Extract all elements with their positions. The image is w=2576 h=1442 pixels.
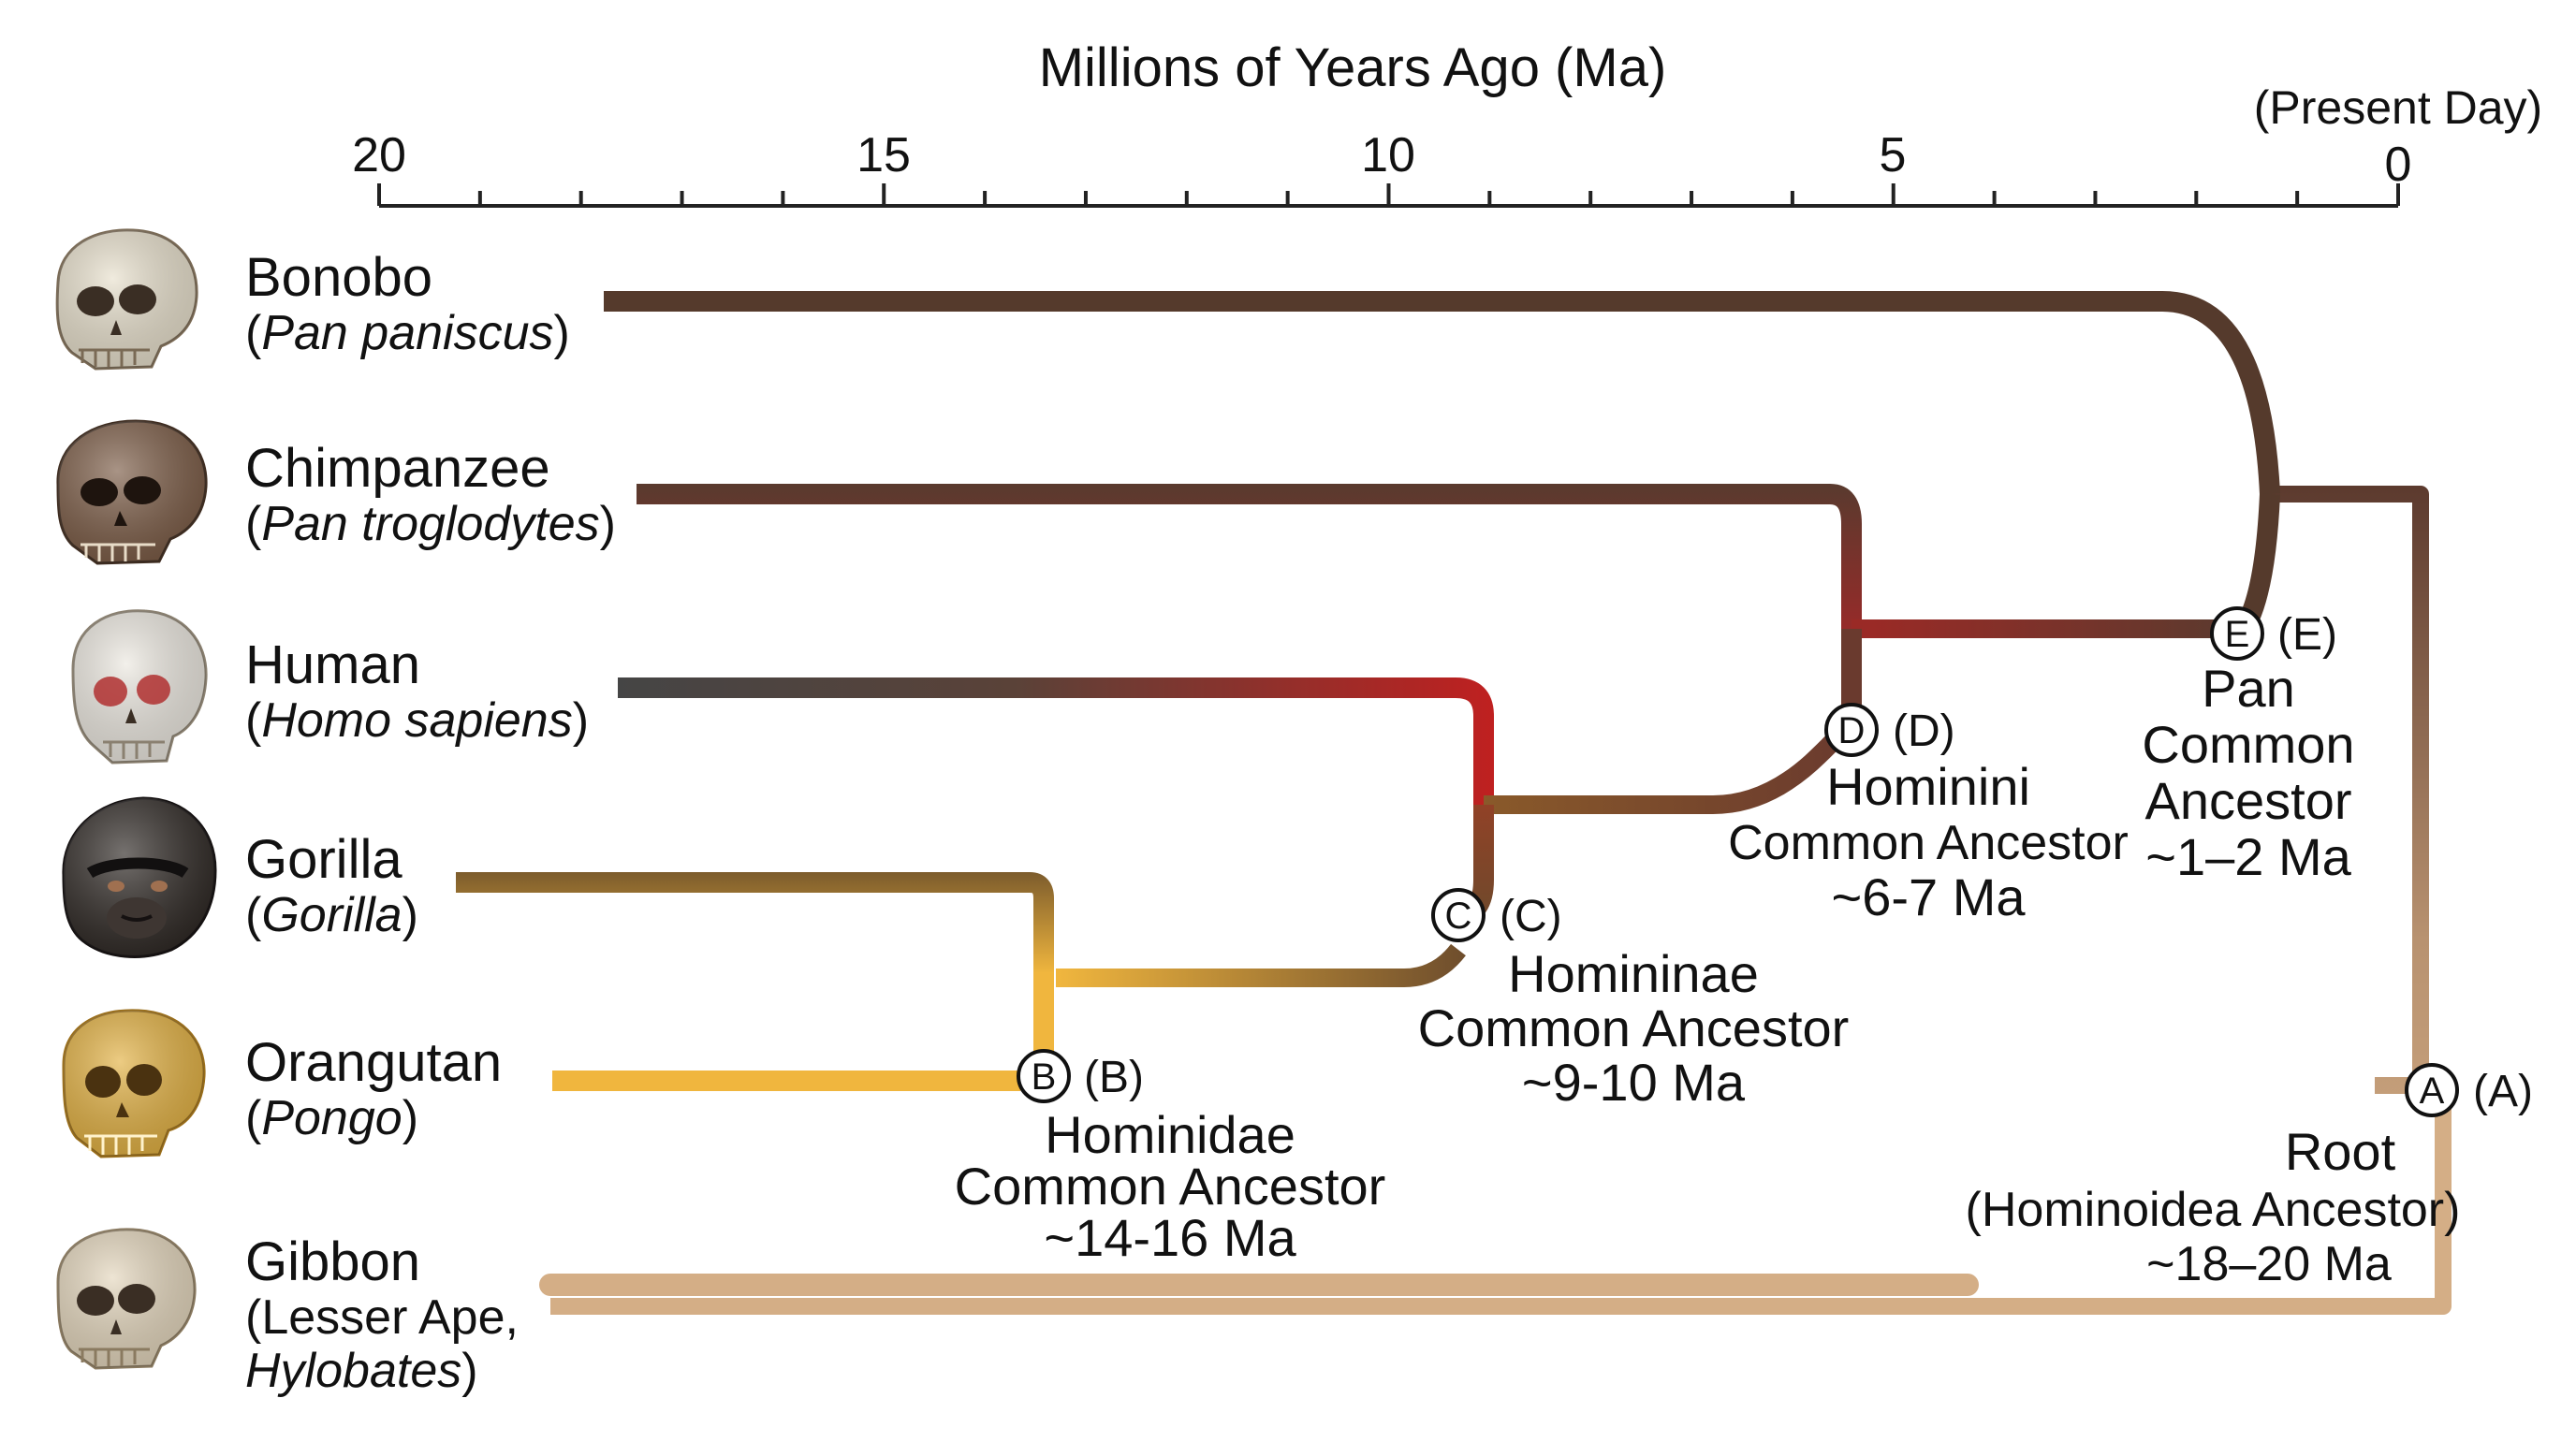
branch-chimpanzee [637, 484, 1862, 629]
species-chimpanzee-common: Chimpanzee [245, 438, 550, 499]
node-a-paren: (A) [2473, 1067, 2533, 1116]
node-e-title: Pan [2202, 659, 2295, 718]
branch-b-to-c [1056, 943, 1466, 987]
tick-label-0: 0 [2385, 138, 2412, 192]
node-c-paren: (C) [1500, 892, 1562, 941]
node-a-line3: ~18–20 Ma [2146, 1237, 2392, 1291]
node-d-line2: Common Ancestor [1728, 816, 2129, 870]
node-e-letter: E [2225, 614, 2250, 655]
species-gorilla-common: Gorilla [245, 829, 402, 890]
node-c-circle [1431, 888, 1486, 942]
node-e-circle [2210, 606, 2264, 661]
tick-label-10: 10 [1361, 128, 1415, 182]
node-c-line2: Common Ancestor [1418, 998, 1850, 1057]
species-labels: Bonobo (Pan paniscus) Chimpanzee (Pan tr… [245, 247, 616, 1398]
node-d-line3: ~6-7 Ma [1832, 867, 2027, 926]
tick-label-20: 20 [352, 128, 406, 182]
branch-bonobo [604, 291, 2280, 495]
orangutan-skull-icon [62, 1009, 206, 1158]
gorilla-head-icon [62, 796, 217, 958]
node-e-paren: (E) [2277, 610, 2337, 660]
branch-c-to-d [1484, 714, 1859, 814]
node-d-letter: D [1838, 710, 1866, 751]
node-a-circle [2405, 1063, 2459, 1117]
node-b: B (B) Hominidae Common Ancestor ~14-16 M… [955, 1049, 1386, 1267]
node-b-paren: (B) [1084, 1053, 1144, 1102]
node-d-circle [1824, 703, 1879, 757]
species-orangutan-scientific: (Pongo) [245, 1091, 418, 1145]
human-skull-icon [71, 609, 208, 765]
node-b-letter: B [1032, 1056, 1057, 1098]
node-b-line2: Common Ancestor [955, 1157, 1386, 1216]
species-orangutan-common: Orangutan [245, 1032, 502, 1093]
node-a-title: Root [2285, 1122, 2396, 1181]
node-e-line4: ~1–2 Ma [2145, 827, 2351, 886]
axis-minor-ticks [377, 183, 2400, 206]
species-human-common: Human [245, 634, 420, 695]
species-human-scientific: (Homo sapiens) [245, 693, 589, 748]
branch-gibbon-root [550, 1085, 2452, 1315]
node-e-line2: Common [2142, 715, 2354, 774]
node-d: D (D) Hominini Common Ancestor ~6-7 Ma [1728, 703, 2129, 926]
species-gibbon-scientific-line2: Hylobates) [245, 1344, 478, 1398]
chimpanzee-skull-icon [56, 419, 208, 565]
node-d-paren: (D) [1893, 706, 1955, 756]
species-gibbon-scientific-line1: (Lesser Ape, [245, 1290, 519, 1345]
tick-label-5: 5 [1880, 128, 1907, 182]
node-c: C (C) Homininae Common Ancestor ~9-10 Ma [1418, 888, 1850, 1112]
bonobo-skull-icon [55, 228, 198, 371]
node-b-line3: ~14-16 Ma [1044, 1208, 1296, 1267]
species-gibbon-common: Gibbon [245, 1231, 420, 1292]
axis-tick-labels: 20 15 10 5 0 [352, 128, 2411, 192]
axis-title: Millions of Years Ago (Ma) [1039, 37, 1667, 98]
branch-root-to-pan [2270, 486, 2429, 1094]
node-e: E (E) Pan Common Ancestor ~1–2 Ma [2142, 606, 2355, 886]
node-d-title: Hominini [1826, 757, 2030, 816]
branch-gorilla [456, 872, 1054, 1076]
node-c-letter: C [1445, 896, 1472, 937]
node-a-line2: (Hominoidea Ancestor) [1966, 1183, 2461, 1237]
species-bonobo-scientific: (Pan paniscus) [245, 306, 570, 360]
node-b-circle [1017, 1049, 1071, 1103]
gibbon-skull-icon [56, 1228, 197, 1370]
species-bonobo-common: Bonobo [245, 247, 432, 308]
node-b-title: Hominidae [1045, 1105, 1295, 1164]
species-chimpanzee-scientific: (Pan troglodytes) [245, 497, 616, 551]
tree-branches [456, 291, 2452, 1315]
node-e-line3: Ancestor [2145, 771, 2352, 830]
node-c-title: Homininae [1508, 944, 1759, 1003]
node-c-line3: ~9-10 Ma [1522, 1053, 1746, 1112]
present-day-label: (Present Day) [2254, 81, 2542, 134]
species-gorilla-scientific: (Gorilla) [245, 888, 418, 942]
tick-label-15: 15 [856, 128, 911, 182]
branch-human [618, 677, 1494, 805]
skull-illustrations [55, 228, 217, 1370]
node-a-letter: A [2420, 1071, 2445, 1112]
node-a: A (A) Root (Hominoidea Ancestor) ~18–20 … [1966, 1063, 2533, 1291]
